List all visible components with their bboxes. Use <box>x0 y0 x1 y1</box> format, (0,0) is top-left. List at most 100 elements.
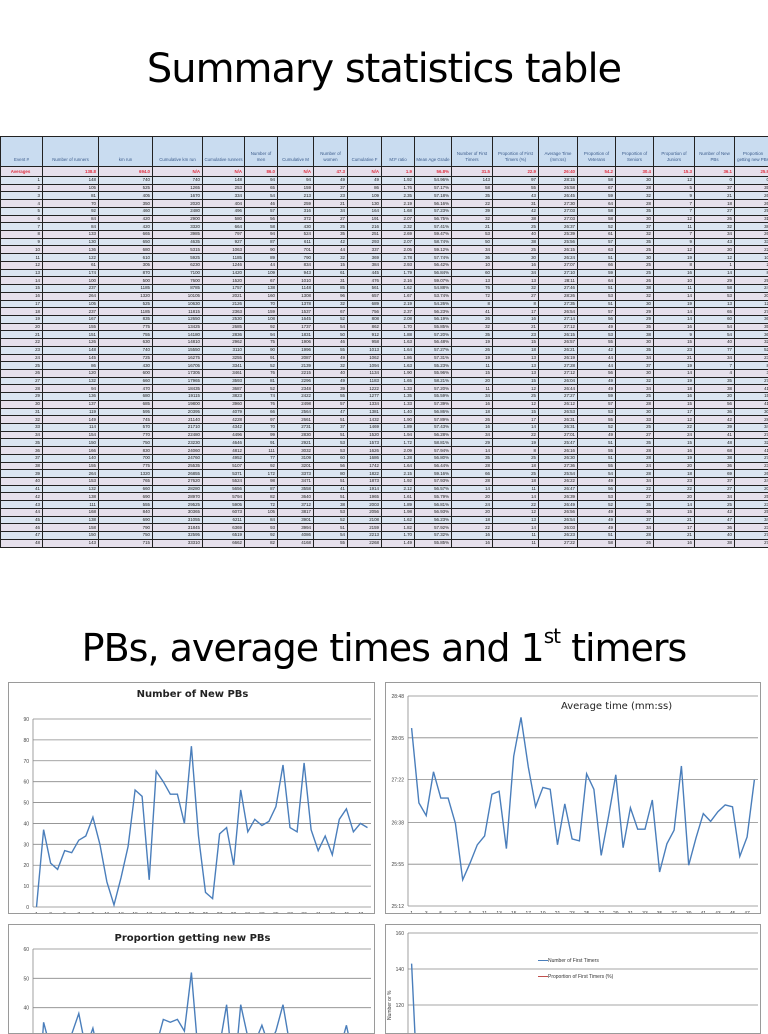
table-cell: 1320 <box>99 470 153 478</box>
table-cell: 2087 <box>278 354 314 362</box>
table-cell: 1.94 <box>382 431 415 439</box>
table-cell: 34 <box>616 385 654 393</box>
table-cell: 74 <box>245 393 278 401</box>
table-cell: 75 <box>245 339 278 347</box>
table-cell: 28 <box>616 532 654 540</box>
table-cell: 36 <box>695 462 735 470</box>
table-cell: 54 <box>578 470 616 478</box>
table-cell: 12 <box>654 215 695 223</box>
table-cell: 30 <box>616 300 654 308</box>
table-cell: 740 <box>99 346 153 354</box>
table-cell: 20 <box>735 292 768 300</box>
table-cell: 28 <box>1 385 43 393</box>
table-cell: 23 <box>654 478 695 486</box>
table-cell: 42 <box>695 416 735 424</box>
table-cell: 27 <box>616 431 654 439</box>
table-cell: 11 <box>493 532 539 540</box>
table-cell: 808 <box>348 315 382 323</box>
table-cell: 26:16 <box>539 447 578 455</box>
table-cell: 167 <box>43 315 99 323</box>
table-cell: 11 <box>493 539 539 547</box>
table-cell: 94 <box>43 385 99 393</box>
table-cell: 92 <box>245 462 278 470</box>
table-cell: 160 <box>245 292 278 300</box>
table-cell: 54.26% <box>415 300 452 308</box>
table-cell: 36 <box>616 508 654 516</box>
table-cell: 8 <box>493 447 539 455</box>
table-cell: 28:26 <box>539 292 578 300</box>
svg-text:28:05: 28:05 <box>391 736 404 742</box>
table-cell: 20 <box>452 377 493 385</box>
table-cell: 1378 <box>278 300 314 308</box>
table-cell: 10 <box>735 254 768 262</box>
table-cell: 2921 <box>278 439 314 447</box>
svg-text:25:12: 25:12 <box>391 904 404 910</box>
table-cell: 137 <box>43 400 99 408</box>
table-cell: 715 <box>99 539 153 547</box>
table-cell: 22 <box>452 524 493 532</box>
table-cell: 57.17% <box>415 184 452 192</box>
table-cell: 28280 <box>153 485 203 493</box>
table-cell: 2215 <box>278 369 314 377</box>
table-cell: 44 <box>314 246 348 254</box>
table-cell: 37 <box>1 454 43 462</box>
table-cell: 1757 <box>203 285 245 293</box>
table-cell: 21710 <box>153 424 203 432</box>
average-cell: N/A <box>348 167 382 177</box>
table-cell: 22 <box>493 501 539 509</box>
table-cell: 58 <box>578 207 616 215</box>
table-cell: 26:22 <box>539 478 578 486</box>
table-cell: 25 <box>616 424 654 432</box>
table-cell: 35 <box>616 207 654 215</box>
table-cell: 23 <box>735 501 768 509</box>
table-cell: 15 <box>493 408 539 416</box>
table-cell: 1 <box>1 177 43 185</box>
table-cell: 41 <box>1 485 43 493</box>
table-cell: 52 <box>245 362 278 370</box>
svg-text:0: 0 <box>26 905 29 911</box>
table-cell: 5107 <box>203 462 245 470</box>
table-cell: 756 <box>348 308 382 316</box>
table-cell: 143 <box>43 539 99 547</box>
table-cell: 36 <box>452 254 493 262</box>
table-cell: 26 <box>1 369 43 377</box>
svg-text:43: 43 <box>329 912 335 914</box>
table-cell: 700 <box>99 454 153 462</box>
table-cell: 56.57% <box>415 485 452 493</box>
table-cell: 26 <box>695 215 735 223</box>
table-cell: 48 <box>695 439 735 447</box>
table-cell: 32 <box>735 339 768 347</box>
table-cell: 7 <box>654 200 695 208</box>
table-cell: 1.62 <box>382 285 415 293</box>
table-cell: 2.69 <box>382 231 415 239</box>
table-cell: 56 <box>578 369 616 377</box>
table-cell: 56.28% <box>415 431 452 439</box>
table-cell: 4342 <box>203 424 245 432</box>
table-cell: 862 <box>348 323 382 331</box>
svg-text:11: 11 <box>104 912 109 914</box>
table-cell: 2159 <box>348 524 382 532</box>
table-cell: 430 <box>99 362 153 370</box>
table-cell: 26 <box>452 315 493 323</box>
table-cell: 1469 <box>348 424 382 432</box>
table-cell: 18 <box>493 346 539 354</box>
svg-text:25:55: 25:55 <box>391 862 404 868</box>
table-cell: 26 <box>735 470 768 478</box>
table-cell: 460 <box>99 207 153 215</box>
table-cell: 5 <box>654 184 695 192</box>
table-cell: 14 <box>654 315 695 323</box>
table-cell: 122 <box>43 254 99 262</box>
table-cell: 27:12 <box>539 323 578 331</box>
table-cell: 27 <box>735 532 768 540</box>
table-cell: 2020 <box>153 200 203 208</box>
table-cell: 25 <box>493 246 539 254</box>
table-cell: 293 <box>348 238 382 246</box>
column-header: Cumulative runners <box>203 137 245 167</box>
table-cell: 1.28 <box>382 454 415 462</box>
table-cell: 159 <box>245 308 278 316</box>
table-cell: 525 <box>99 300 153 308</box>
table-cell: 11 <box>452 362 493 370</box>
